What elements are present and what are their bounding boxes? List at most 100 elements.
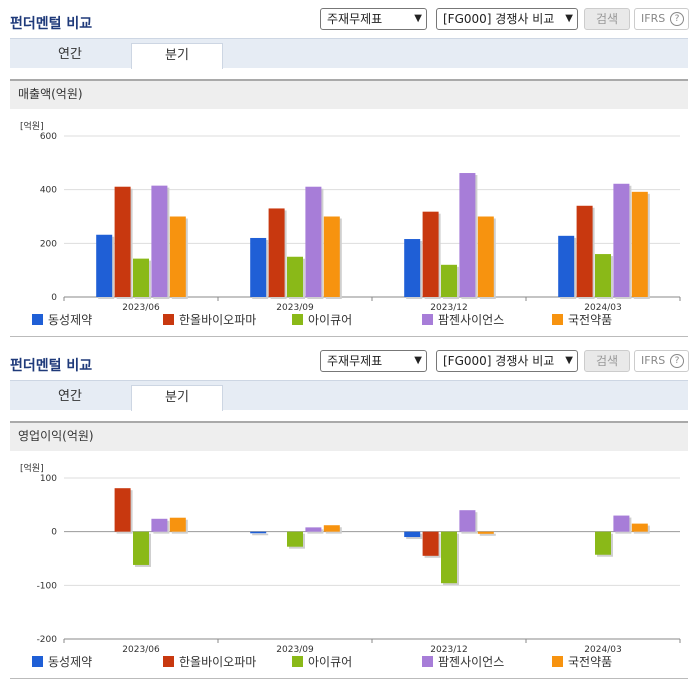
sales-bar-chart: 0 200 400 600 2023/06 2023/09 2023/12 2024/03 <box>40 132 681 312</box>
period-tabs: 연간 분기 <box>10 380 688 411</box>
legend-swatch <box>422 656 433 667</box>
unit-label: [억원] <box>20 122 44 132</box>
section-title: 매출액(억원) <box>10 79 688 109</box>
bar[interactable] <box>441 531 457 584</box>
ifrs-button[interactable]: IFRS? <box>634 350 689 372</box>
x-tick-label: 2023/09 <box>276 303 314 312</box>
bar[interactable] <box>459 173 476 297</box>
bar[interactable] <box>441 264 457 297</box>
legend-item[interactable]: 한올바이오파마 <box>163 654 256 670</box>
bar[interactable] <box>114 186 131 297</box>
x-tick-label: 2023/06 <box>122 645 160 654</box>
section-title: 영업이익(억원) <box>10 421 688 451</box>
peer-group-select[interactable]: [FG000] 경쟁사 비교 ▼ <box>436 350 578 372</box>
legend-label: 국전약품 <box>568 313 613 327</box>
bar[interactable] <box>477 216 494 298</box>
bar[interactable] <box>576 205 593 297</box>
panel-header: 펀더멘털 비교 주재무제표 ▼ [FG000] 경쟁사 비교 ▼ 검색 IFRS? <box>0 0 696 38</box>
bar[interactable] <box>268 208 285 297</box>
bar[interactable] <box>305 186 322 297</box>
bar[interactable] <box>477 531 494 534</box>
peer-group-select-value: [FG000] 경쟁사 비교 <box>443 354 555 368</box>
legend-item[interactable]: 동성제약 <box>32 654 92 670</box>
peer-group-select[interactable]: [FG000] 경쟁사 비교 ▼ <box>436 8 578 30</box>
y-tick-label: 200 <box>40 239 57 249</box>
bar-shadow <box>479 533 496 536</box>
legend-swatch <box>422 314 433 325</box>
chevron-down-icon: ▼ <box>414 13 422 24</box>
statement-select-value: 주재무제표 <box>327 354 383 368</box>
bar[interactable] <box>422 211 439 297</box>
bar[interactable] <box>459 510 476 532</box>
peer-group-select-value: [FG000] 경쟁사 비교 <box>443 12 555 26</box>
bar[interactable] <box>404 239 421 297</box>
ifrs-label: IFRS <box>641 354 666 367</box>
bar[interactable] <box>631 191 648 297</box>
y-tick-label: 400 <box>40 186 57 196</box>
bar[interactable] <box>613 183 630 297</box>
bar[interactable] <box>250 531 267 534</box>
legend-item[interactable]: 국전약품 <box>552 312 612 328</box>
legend-item[interactable]: 팜젠사이언스 <box>422 654 504 670</box>
legend-item[interactable]: 아이큐어 <box>292 654 352 670</box>
ifrs-button[interactable]: IFRS? <box>634 8 689 30</box>
bar[interactable] <box>305 527 322 532</box>
legend-item[interactable]: 아이큐어 <box>292 312 352 328</box>
bar[interactable] <box>169 216 186 298</box>
statement-select[interactable]: 주재무제표 ▼ <box>320 8 427 30</box>
tab-quarterly[interactable]: 분기 <box>131 43 223 69</box>
legend-swatch <box>163 656 174 667</box>
x-tick-label: 2023/06 <box>122 303 160 312</box>
bar[interactable] <box>151 518 168 532</box>
legend-label: 아이큐어 <box>308 655 353 669</box>
bar[interactable] <box>114 488 131 532</box>
legend-label: 팜젠사이언스 <box>438 655 505 669</box>
legend-swatch <box>552 656 563 667</box>
fundamental-panel-operating-profit: 펀더멘털 비교 주재무제표 ▼ [FG000] 경쟁사 비교 ▼ 검색 IFRS? … <box>0 342 696 684</box>
help-icon[interactable]: ? <box>670 12 684 26</box>
tab-quarterly[interactable]: 분기 <box>131 385 223 411</box>
legend-item[interactable]: 팜젠사이언스 <box>422 312 504 328</box>
statement-select-value: 주재무제표 <box>327 12 383 26</box>
legend-item[interactable]: 한올바이오파마 <box>163 312 256 328</box>
legend-label: 아이큐어 <box>308 313 353 327</box>
bar[interactable] <box>558 235 575 297</box>
ifrs-label: IFRS <box>641 12 666 25</box>
bar[interactable] <box>595 254 611 297</box>
tab-annual[interactable]: 연간 <box>58 47 82 62</box>
x-tick-label: 2023/12 <box>430 303 467 312</box>
bar[interactable] <box>631 523 648 532</box>
bar[interactable] <box>613 515 630 532</box>
legend-swatch <box>292 656 303 667</box>
search-button[interactable]: 검색 <box>584 350 630 372</box>
legend-label: 동성제약 <box>48 655 93 669</box>
panel-title: 펀더멘털 비교 <box>10 358 93 374</box>
help-icon[interactable]: ? <box>670 354 684 368</box>
y-tick-label: -100 <box>37 581 58 591</box>
statement-select[interactable]: 주재무제표 ▼ <box>320 350 427 372</box>
tab-annual[interactable]: 연간 <box>58 389 82 404</box>
search-button[interactable]: 검색 <box>584 8 630 30</box>
bar[interactable] <box>133 531 149 565</box>
bar[interactable] <box>404 531 421 538</box>
panel-title: 펀더멘털 비교 <box>10 16 93 32</box>
bar[interactable] <box>422 531 439 556</box>
bar[interactable] <box>595 531 611 555</box>
bar[interactable] <box>151 185 168 297</box>
y-tick-label: -200 <box>37 635 58 645</box>
bar[interactable] <box>169 517 186 532</box>
bar[interactable] <box>250 237 267 297</box>
bar[interactable] <box>287 531 303 547</box>
chevron-down-icon: ▼ <box>565 355 573 366</box>
x-tick-label: 2024/03 <box>584 303 621 312</box>
fundamental-panel-sales: 펀더멘털 비교 주재무제표 ▼ [FG000] 경쟁사 비교 ▼ 검색 IFRS? … <box>0 0 696 337</box>
bar[interactable] <box>323 525 340 532</box>
bar[interactable] <box>287 256 303 297</box>
legend-item[interactable]: 동성제약 <box>32 312 92 328</box>
bar[interactable] <box>96 234 113 297</box>
legend-item[interactable]: 국전약품 <box>552 654 612 670</box>
chart-legend: 동성제약 한올바이오파마 아이큐어 팜젠사이언스 국전약품 <box>0 312 696 330</box>
bar[interactable] <box>323 216 340 298</box>
bar[interactable] <box>133 258 149 297</box>
legend-swatch <box>552 314 563 325</box>
